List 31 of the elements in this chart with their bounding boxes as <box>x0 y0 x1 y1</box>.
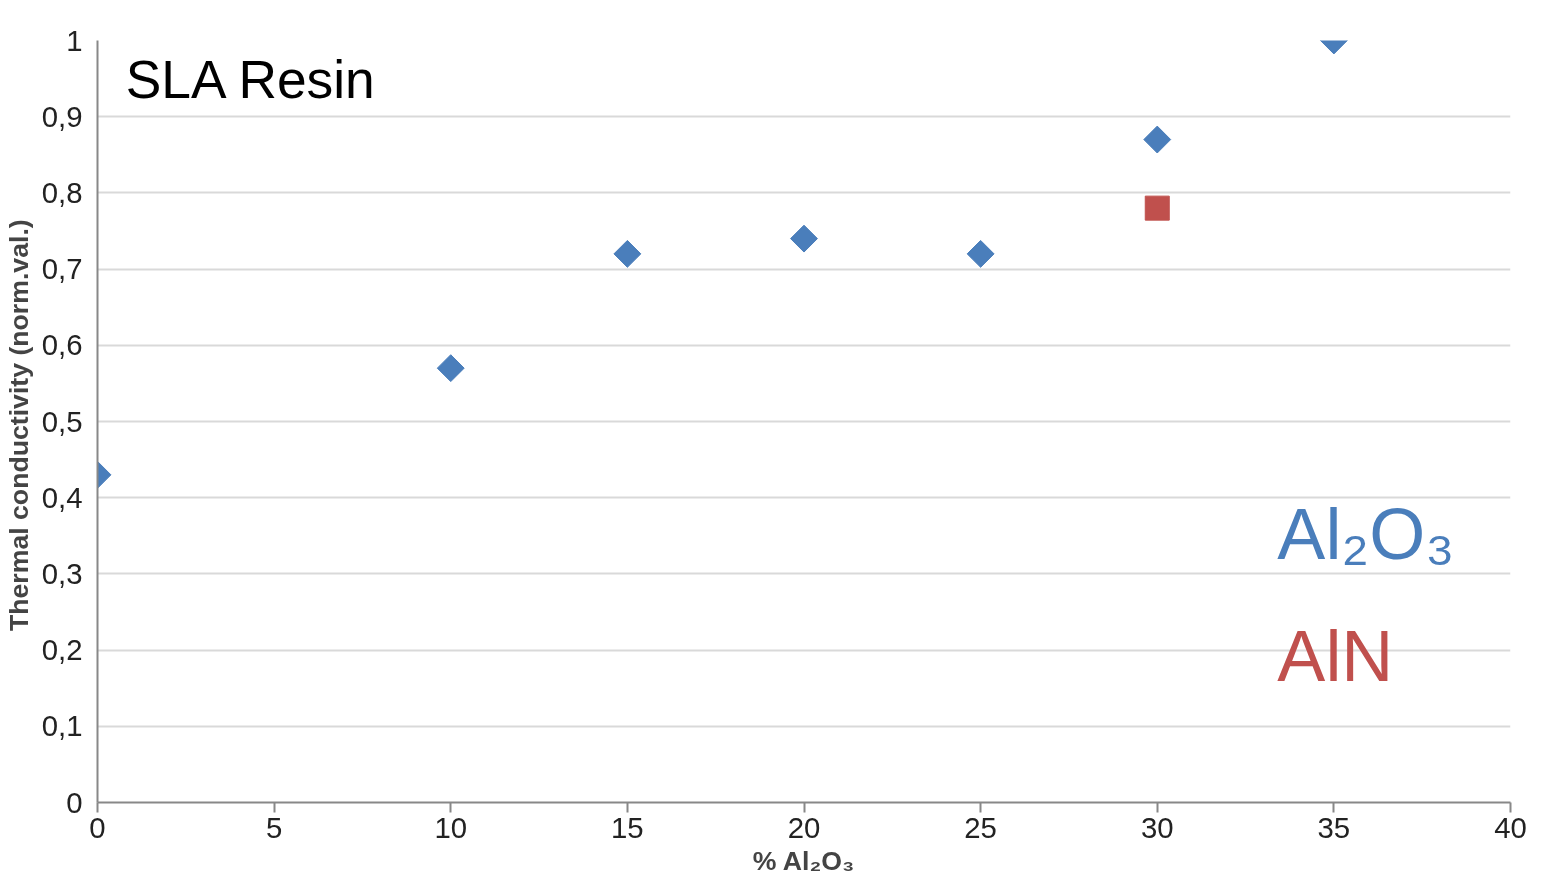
y-tick-label: 1 <box>66 23 83 57</box>
y-tick-label: 0,1 <box>41 709 83 743</box>
x-tick-label: 20 <box>787 810 821 844</box>
y-tick-label: 0,9 <box>41 99 83 133</box>
x-tick-label: 10 <box>434 810 468 844</box>
x-tick-label: 35 <box>1317 810 1351 844</box>
x-tick-label: 5 <box>265 810 283 844</box>
point <box>1144 195 1170 221</box>
x-tick-label: 40 <box>1494 810 1527 844</box>
x-tick-label: 15 <box>611 810 644 844</box>
point <box>966 239 995 268</box>
point <box>436 354 465 383</box>
text: Al₂O₃ <box>1277 493 1455 574</box>
y-tick-label: 0,8 <box>41 175 83 209</box>
point <box>613 239 642 268</box>
y-axis-title: Thermal conductivity (norm.val.) <box>3 219 34 632</box>
x-tick-label: 30 <box>1140 810 1174 844</box>
y-tick-label: 0,7 <box>41 252 83 286</box>
x-axis-title: % Al₂O₃ <box>752 845 855 876</box>
y-tick-label: 0,2 <box>41 633 83 667</box>
y-tick-label: 0,3 <box>41 556 83 590</box>
point <box>790 224 818 253</box>
y-tick-label: 0,5 <box>41 404 83 438</box>
x-tick-label: 0 <box>89 810 106 844</box>
x-tick-label: 25 <box>964 810 997 844</box>
point <box>1143 125 1172 154</box>
text: AlN <box>1277 615 1394 696</box>
annotation: SLA Resin <box>125 50 375 110</box>
y-tick-label: 0 <box>66 785 83 819</box>
y-tick-label: 0,6 <box>41 328 83 362</box>
y-tick-label: 0,4 <box>41 480 83 514</box>
